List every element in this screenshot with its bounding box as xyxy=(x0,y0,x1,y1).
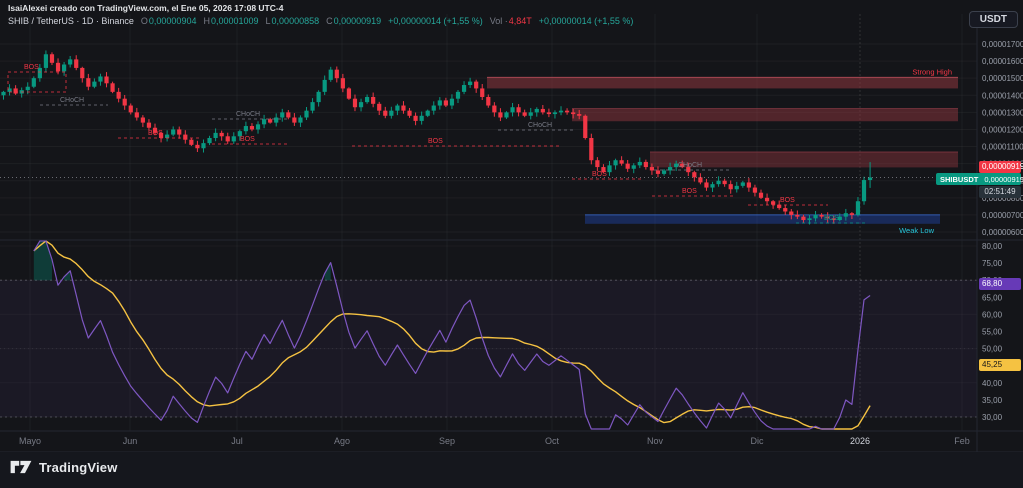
svg-text:60,00: 60,00 xyxy=(982,310,1003,319)
svg-text:CHoCH: CHoCH xyxy=(528,122,552,129)
svg-text:0,00000700: 0,00000700 xyxy=(982,211,1023,220)
svg-text:Mayo: Mayo xyxy=(19,436,41,446)
low-label: L xyxy=(265,16,271,26)
ohlc-close: C0,00000919 xyxy=(326,16,381,26)
svg-text:BOS: BOS xyxy=(780,197,795,204)
svg-text:Weak Low: Weak Low xyxy=(899,226,934,235)
svg-text:BOS: BOS xyxy=(24,64,39,71)
svg-text:0,00001200: 0,00001200 xyxy=(982,125,1023,134)
volume-change: +0,00000014 (+1,55 %) xyxy=(538,16,634,26)
bar-countdown-badge: 02:51:49 xyxy=(979,186,1021,198)
svg-text:0,00001400: 0,00001400 xyxy=(982,91,1023,100)
svg-text:0,00000800: 0,00000800 xyxy=(982,194,1023,203)
rsi-ma-value-badge: 45,25 xyxy=(979,359,1021,371)
open-label: O xyxy=(140,16,148,26)
svg-text:CHoCH: CHoCH xyxy=(60,97,84,104)
svg-text:Feb: Feb xyxy=(954,436,970,446)
svg-text:2026: 2026 xyxy=(850,436,870,446)
svg-text:40,00: 40,00 xyxy=(982,379,1003,388)
candlesticks-layer xyxy=(0,50,977,225)
svg-text:35,00: 35,00 xyxy=(982,396,1003,405)
svg-text:Jul: Jul xyxy=(231,436,243,446)
open-value: 0,00000904 xyxy=(148,16,197,26)
svg-text:Sep: Sep xyxy=(439,436,455,446)
low-value: 0,00000858 xyxy=(271,16,320,26)
svg-text:BOS: BOS xyxy=(240,136,255,143)
rsi-value-badge: 68,80 xyxy=(979,278,1021,290)
structure-annotations-layer: BOS CHoCH BOS CHoCH BOS BOS CHoCH BOS CHoCH BOS BO… xyxy=(7,64,868,224)
symbol-badge-name: SHIBUSDT xyxy=(940,174,979,184)
high-value: 0,00001009 xyxy=(210,16,259,26)
svg-text:0,00001600: 0,00001600 xyxy=(982,57,1023,66)
ohlc-high: H0,00001009 xyxy=(203,16,258,26)
volume-value: 4,84T xyxy=(508,16,532,26)
currency-toggle-button[interactable]: USDT xyxy=(968,11,1018,28)
supply-demand-zones-layer: Strong High Weak Low xyxy=(487,67,958,235)
svg-text:BOS: BOS xyxy=(592,171,607,178)
svg-text:0,00001100: 0,00001100 xyxy=(982,143,1023,152)
svg-text:Strong High: Strong High xyxy=(912,67,952,76)
tradingview-logo-text: TradingView xyxy=(39,459,118,475)
bottom-bar xyxy=(0,452,1023,488)
svg-text:BOS: BOS xyxy=(428,138,443,145)
svg-text:65,00: 65,00 xyxy=(982,293,1003,302)
svg-text:0,00000600: 0,00000600 xyxy=(982,228,1023,237)
svg-text:55,00: 55,00 xyxy=(982,328,1003,337)
svg-text:80,00: 80,00 xyxy=(982,242,1003,251)
close-value: 0,00000919 xyxy=(333,16,382,26)
svg-text:BOS: BOS xyxy=(682,188,697,195)
svg-text:30,00: 30,00 xyxy=(982,413,1003,422)
symbol-header: SHIB / TetherUS · 1D · Binance O0,000009… xyxy=(8,16,633,26)
svg-text:0,00001500: 0,00001500 xyxy=(982,74,1023,83)
volume: Vol ·4,84T xyxy=(490,16,532,26)
svg-text:0,00001700: 0,00001700 xyxy=(982,40,1023,49)
tradingview-logo[interactable]: TradingView xyxy=(10,459,118,475)
attribution-text: IsaiAlexei creado con TradingView.com, e… xyxy=(8,3,284,13)
rsi-indicator-layer xyxy=(0,240,977,430)
svg-text:CHoCH: CHoCH xyxy=(236,111,260,118)
svg-text:CHoCH: CHoCH xyxy=(678,162,702,169)
svg-text:75,00: 75,00 xyxy=(982,259,1003,268)
svg-text:Nov: Nov xyxy=(647,436,664,446)
svg-text:BOS: BOS xyxy=(148,130,163,137)
symbol-badge-price: 0,00000919 xyxy=(984,174,1023,184)
svg-text:Dic: Dic xyxy=(751,436,764,446)
svg-text:BOS: BOS xyxy=(824,215,839,222)
high-label: H xyxy=(203,16,210,26)
svg-text:0,00001300: 0,00001300 xyxy=(982,108,1023,117)
ohlc-open: O0,00000904 xyxy=(141,16,197,26)
close-label: C xyxy=(326,16,333,26)
volume-label: Vol · xyxy=(489,16,508,26)
symbol-title[interactable]: SHIB / TetherUS · 1D · Binance xyxy=(8,16,134,26)
svg-text:Ago: Ago xyxy=(334,436,350,446)
tradingview-logo-icon xyxy=(10,460,32,474)
symbol-price-badge: SHIBUSDT 0,00000919 xyxy=(936,173,1023,186)
ohlc-low: L0,00000858 xyxy=(266,16,320,26)
svg-text:Jun: Jun xyxy=(123,436,138,446)
svg-text:Oct: Oct xyxy=(545,436,560,446)
last-price-badge: 0,00000919 xyxy=(979,161,1023,173)
grid-layer xyxy=(0,14,977,431)
svg-text:50,00: 50,00 xyxy=(982,345,1003,354)
change-value: +0,00000014 (+1,55 %) xyxy=(388,16,483,26)
